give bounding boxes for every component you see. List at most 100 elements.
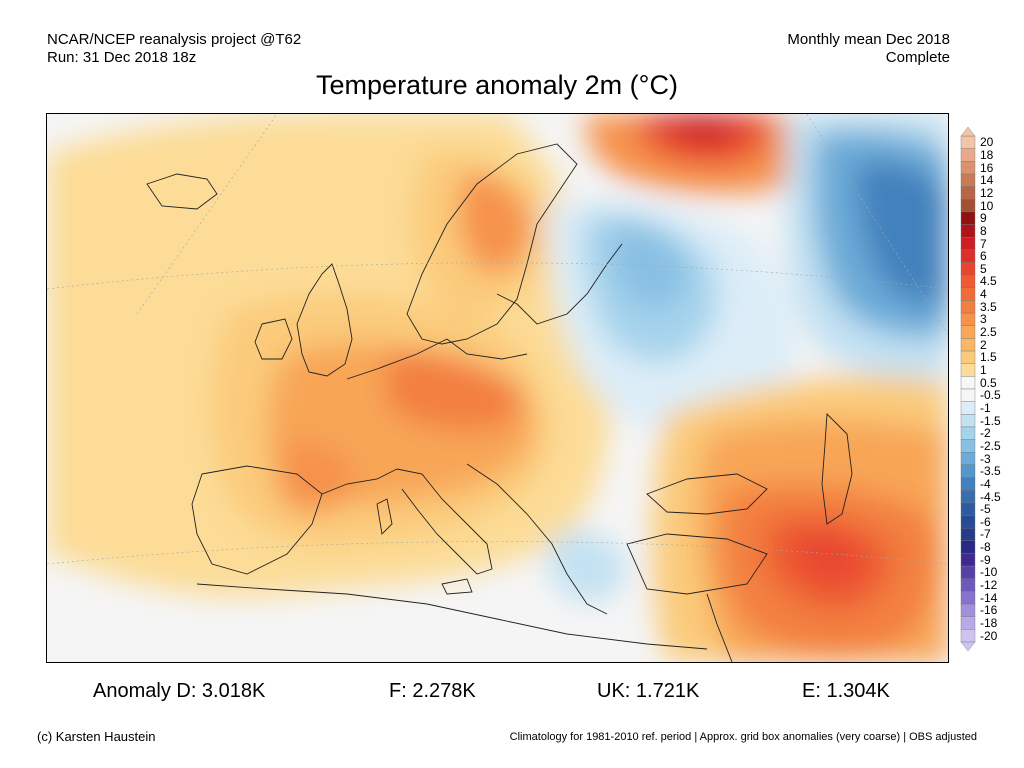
coast-italy [396,468,493,575]
status-label: Complete [885,49,950,66]
legend-swatch [960,262,976,276]
map-title: Temperature anomaly 2m (°C) [316,70,678,100]
legend-label: -7 [980,527,991,542]
legend-swatch [960,199,976,213]
coast-baltic [496,243,623,325]
coast-levant [706,593,733,662]
coast-sardinia-corsica [376,498,393,535]
legend-label: -20 [980,628,998,643]
legend-label: -4.5 [980,489,1001,504]
legend-bar [960,126,976,652]
graticule [47,114,948,565]
period-label: Monthly mean Dec 2018 [787,31,950,48]
legend-label: -14 [980,590,998,605]
legend-label: 20 [980,135,994,150]
legend-label: -12 [980,578,998,593]
coast-ireland [254,318,293,360]
warm-zone-10 [662,114,738,144]
warm-zone-7 [458,173,532,274]
legend-swatch [960,490,976,504]
legend: 20 18 16 14 12 10 9 8 7 6 5 4.5 4 3.5 3 2.5 2 1.5 1 0.5 -0.5… [958,126,1022,652]
legend-swatch [960,338,976,352]
legend-swatch [960,591,976,605]
legend-swatch [960,629,976,643]
anomaly-field [47,114,948,662]
coast-north-africa [196,583,708,650]
anomaly-summary: Anomaly D: 3.018K F: 2.278K UK: 1.721K E… [0,680,1024,706]
legend-label: 5 [980,261,987,276]
legend-swatch [960,135,976,149]
legend-label: -18 [980,616,998,631]
legend-label: 1 [980,363,987,378]
legend-label: -1 [980,400,991,415]
legend-swatch [960,464,976,478]
legend-swatch [960,603,976,617]
anomaly-map [46,113,949,663]
legend-label: -10 [980,565,998,580]
coast-iberia [191,465,323,575]
legend-label: 1.5 [980,350,997,365]
legend-label: 14 [980,173,994,188]
legend-label: -9 [980,552,991,567]
legend-swatch [960,224,976,238]
anomaly-germany: Anomaly D: 3.018K [93,680,266,702]
legend-swatch [960,502,976,516]
legend-swatch [960,211,976,225]
graticule-lon-2 [806,114,948,335]
legend-swatch [960,515,976,529]
legend-swatch [960,414,976,428]
coast-scandinavia [406,143,578,345]
legend-swatch [960,565,976,579]
legend-label: 9 [980,211,987,226]
warm-zone-15 [796,531,863,585]
legend-label: 7 [980,236,987,251]
coast-blacksea [646,473,768,515]
graticule-lon-1 [136,114,278,315]
coast-balkans [466,463,608,615]
anomaly-france: F: 2.278K [389,680,476,702]
legend-swatch [960,161,976,175]
run-label: Run: 31 Dec 2018 18z [47,49,197,66]
legend-label: -5 [980,502,991,517]
legend-label: -6 [980,514,991,529]
legend-label: -2.5 [980,438,1001,453]
coastlines [146,143,853,662]
legend-label: -4 [980,476,991,491]
legend-arrow-top [960,126,976,137]
footnote: Climatology for 1981-2010 ref. period | … [509,731,977,743]
anomaly-map-canvas [47,114,948,662]
legend-label: 4.5 [980,274,997,289]
legend-swatch [960,616,976,630]
legend-swatch [960,426,976,440]
legend-label: 10 [980,198,994,213]
legend-label: 16 [980,160,994,175]
header-left: NCAR/NCEP reanalysis project @T62 Run: 3… [47,31,301,67]
legend-swatch [960,173,976,187]
model-label: NCAR/NCEP reanalysis project @T62 [47,31,302,48]
legend-label: 2 [980,337,987,352]
coast-uk [296,263,353,377]
anomaly-uk: UK: 1.721K [597,680,700,702]
cold-zone-3 [611,223,688,309]
warm-zone-4 [387,350,523,431]
legend-swatch [960,376,976,390]
legend-label: 6 [980,249,987,264]
cold-zone-6 [855,161,948,305]
legend-swatch [960,274,976,288]
legend-swatch [960,452,976,466]
coast-iceland [146,173,218,210]
legend-swatch [960,578,976,592]
legend-label: -0.5 [980,388,1001,403]
coast-continent [346,338,528,380]
legend-label: -16 [980,603,998,618]
legend-swatch [960,540,976,554]
legend-label: -3 [980,451,991,466]
legend-swatch [960,553,976,567]
legend-label: -2 [980,426,991,441]
legend-swatch [960,236,976,251]
graticule-lat-2 [47,541,948,565]
coast-caspian [821,412,853,525]
legend-label: 3 [980,312,987,327]
legend-label: 18 [980,147,994,162]
legend-swatch [960,325,976,339]
